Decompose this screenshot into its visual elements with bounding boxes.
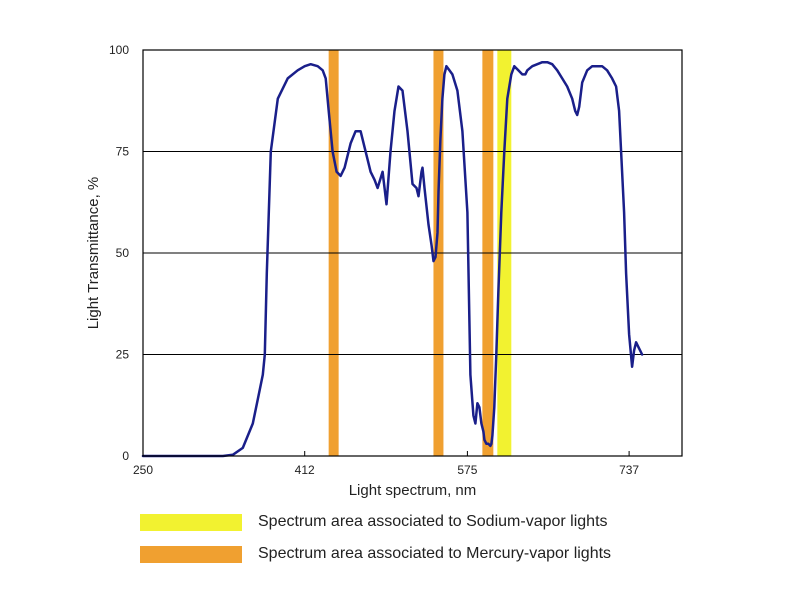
legend-label-mercury: Spectrum area associated to Mercury-vapo… [258, 545, 612, 562]
x-tick-label-412: 412 [295, 463, 315, 477]
x-axis-label: Light spectrum, nm [349, 482, 477, 499]
legend-item-mercury: Spectrum area associated to Mercury-vapo… [140, 545, 611, 563]
grid-lines [143, 151, 682, 355]
y-axis-label: Light Transmittance, % [85, 177, 102, 330]
x-tick-label-737: 737 [619, 463, 639, 477]
legend-swatch-mercury [140, 545, 242, 563]
x-tick-label-250: 250 [133, 463, 153, 477]
y-tick-label-75: 75 [116, 145, 130, 159]
x-tick-label-575: 575 [457, 463, 477, 477]
legend-label-sodium: Spectrum area associated to Sodium-vapor… [258, 513, 608, 530]
y-tick-label-25: 25 [116, 348, 130, 362]
legend-swatch-sodium [140, 513, 242, 531]
y-tick-label-100: 100 [109, 43, 129, 57]
transmittance-curve [141, 60, 644, 458]
y-tick-label-0: 0 [122, 449, 129, 463]
x-axis-ticks: 250 412 575 737 [133, 451, 639, 477]
y-axis-ticks: 0 25 50 75 100 [109, 43, 148, 463]
legend-item-sodium: Spectrum area associated to Sodium-vapor… [140, 513, 608, 531]
y-tick-label-50: 50 [116, 246, 130, 260]
